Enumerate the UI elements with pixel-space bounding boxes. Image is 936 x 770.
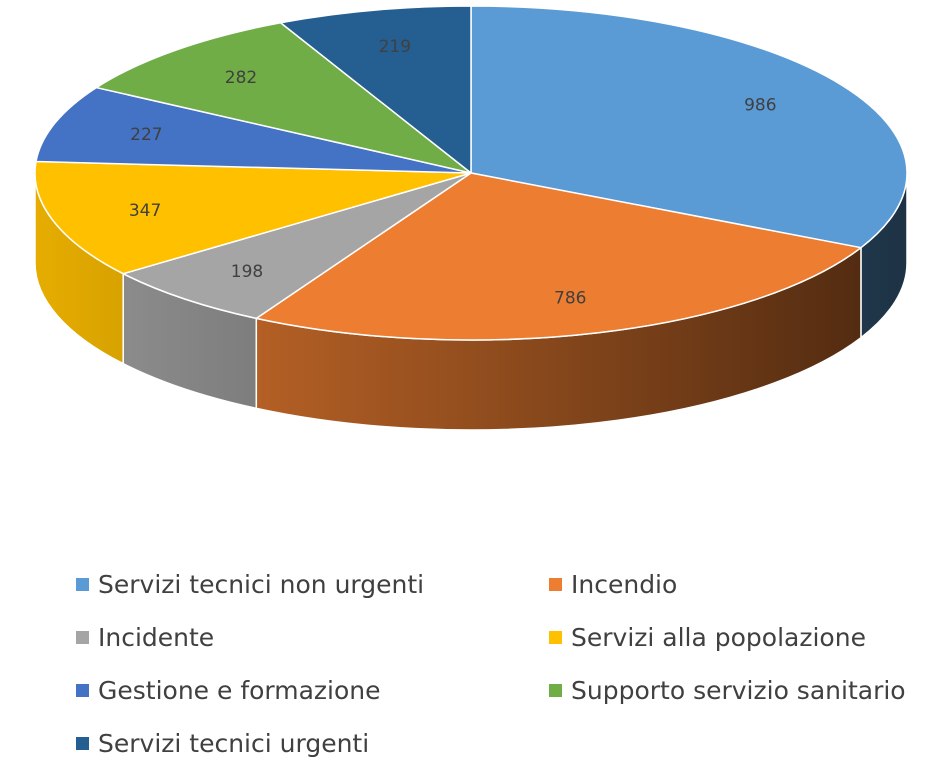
pie-sides bbox=[34, 172, 908, 431]
legend-item-gestione-e-formazione: Gestione e formazione bbox=[76, 664, 549, 717]
pie-slice-gestione-e-formazione bbox=[35, 86, 472, 174]
legend-label: Servizi alla popolazione bbox=[571, 623, 866, 652]
legend-item-servizi-tecnici-urgenti: Servizi tecnici urgenti bbox=[76, 717, 549, 770]
data-labels: 986 786 198 347 227 282 219 bbox=[129, 37, 777, 309]
data-label-incidente: 198 bbox=[231, 262, 263, 282]
pie-slice-incendio bbox=[255, 172, 862, 341]
legend-item-incidente: Incidente bbox=[76, 611, 549, 664]
legend-item-supporto-servizio-sanitario: Supporto servizio sanitario bbox=[549, 664, 936, 717]
pie-slice-supporto-servizio-sanitario bbox=[95, 22, 472, 174]
pie-slice-servizi-tecnici-non-urgenti bbox=[470, 5, 908, 249]
pie-slice-incidente bbox=[122, 172, 472, 320]
pie-slice-servizi-tecnici-urgenti bbox=[279, 5, 472, 174]
pie-top bbox=[34, 5, 908, 341]
legend-item-incendio: Incendio bbox=[549, 558, 936, 611]
legend-label: Servizi tecnici non urgenti bbox=[98, 570, 425, 599]
legend-swatch bbox=[549, 631, 562, 644]
legend-item-servizi-tecnici-non-urgenti: Servizi tecnici non urgenti bbox=[76, 558, 549, 611]
legend-item-servizi-alla-popolazione: Servizi alla popolazione bbox=[549, 611, 936, 664]
data-label-supporto-servizio-sanitario: 282 bbox=[225, 68, 257, 88]
legend-label: Gestione e formazione bbox=[98, 676, 381, 705]
data-label-gestione-e-formazione: 227 bbox=[130, 125, 162, 145]
legend-label: Incendio bbox=[571, 570, 678, 599]
legend-swatch bbox=[549, 578, 562, 591]
legend-swatch bbox=[76, 578, 89, 591]
legend-label: Incidente bbox=[98, 623, 215, 652]
legend-label: Supporto servizio sanitario bbox=[571, 676, 906, 705]
legend-label: Servizi tecnici urgenti bbox=[98, 729, 370, 758]
legend: Servizi tecnici non urgenti Incendio Inc… bbox=[76, 558, 936, 770]
legend-swatch bbox=[76, 737, 89, 750]
data-label-servizi-tecnici-urgenti: 219 bbox=[379, 37, 411, 57]
data-label-servizi-alla-popolazione: 347 bbox=[129, 201, 161, 221]
legend-swatch bbox=[76, 684, 89, 697]
pie-chart: 986 786 198 347 227 282 219 bbox=[34, 5, 908, 431]
legend-swatch bbox=[549, 684, 562, 697]
data-label-servizi-tecnici-non-urgenti: 986 bbox=[744, 96, 776, 116]
pie-slice-servizi-alla-popolazione bbox=[34, 160, 472, 275]
data-label-incendio: 786 bbox=[554, 289, 586, 309]
legend-swatch bbox=[76, 631, 89, 644]
